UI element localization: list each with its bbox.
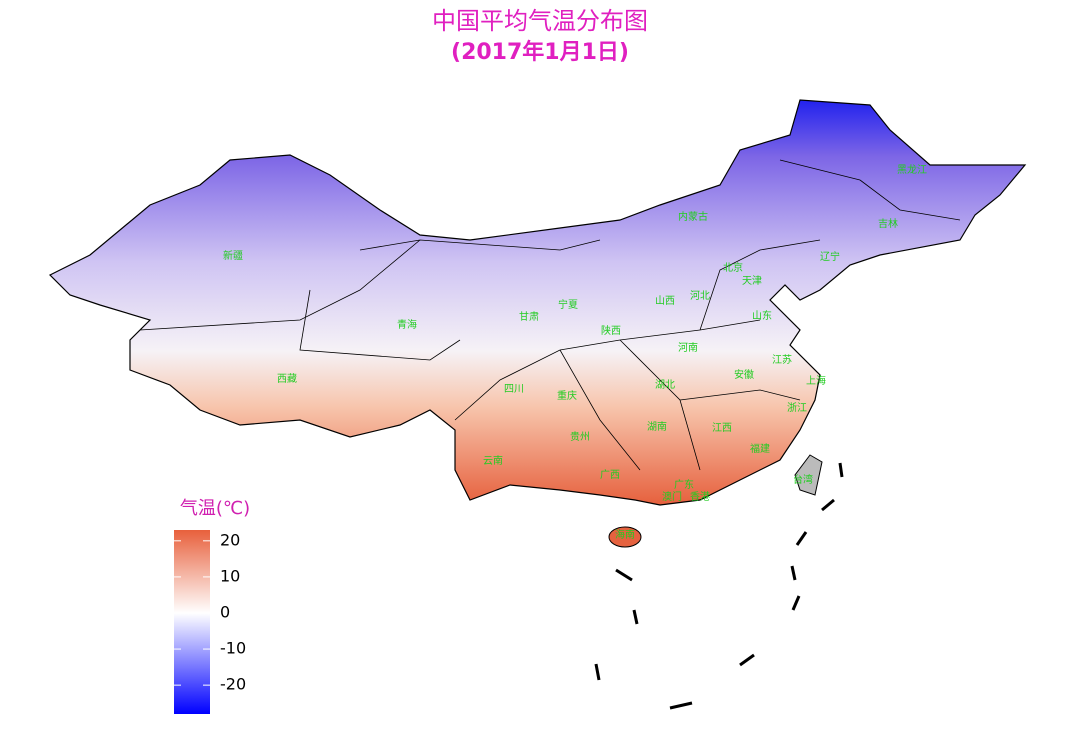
hainan <box>608 526 642 548</box>
province-label: 北京 <box>723 261 743 274</box>
province-label: 吉林 <box>878 217 898 230</box>
province-label: 香港 <box>690 491 710 503</box>
province-label: 宁夏 <box>558 298 578 311</box>
province-label: 湖南 <box>647 420 667 433</box>
province-label: 澳门 <box>662 490 682 503</box>
china-outline <box>48 99 1027 506</box>
province-label: 天津 <box>742 275 762 287</box>
province-label: 湖北 <box>655 379 675 391</box>
province-label: 甘肃 <box>519 310 539 323</box>
colorbar-tick-label: -10 <box>220 639 246 658</box>
province-label: 上海 <box>806 374 826 387</box>
subtitle: (2017年1月1日) <box>451 39 629 65</box>
province-label: 江苏 <box>772 353 792 366</box>
colorbar-tick-label: -20 <box>220 675 246 694</box>
province-label: 河南 <box>678 341 698 354</box>
province-label: 台湾 <box>793 473 813 486</box>
province-label: 新疆 <box>223 249 243 262</box>
mainland <box>48 99 1027 548</box>
province-label: 陕西 <box>601 324 621 337</box>
colorbar <box>174 530 210 714</box>
province-label: 重庆 <box>557 389 577 402</box>
province-label: 广西 <box>600 469 620 481</box>
taiwan <box>794 454 823 496</box>
province-label: 四川 <box>504 384 524 395</box>
province-label: 辽宁 <box>820 250 840 263</box>
province-label: 山西 <box>655 295 675 307</box>
province-label: 海南 <box>615 528 635 541</box>
province-borders <box>139 159 961 471</box>
province-label: 福建 <box>750 442 770 455</box>
province-label: 西藏 <box>277 373 297 385</box>
province-label: 内蒙古 <box>678 210 708 223</box>
legend-title: 气温(℃) <box>180 498 250 519</box>
province-label: 安徽 <box>734 368 754 381</box>
nine-dash-line <box>594 462 844 710</box>
province-label: 青海 <box>397 318 417 331</box>
province-label: 贵州 <box>570 430 590 443</box>
province-label: 山东 <box>752 309 772 322</box>
colorbar-tick-label: 20 <box>220 530 240 549</box>
province-label: 浙江 <box>787 402 807 414</box>
province-label: 云南 <box>483 454 503 467</box>
province-label: 广东 <box>674 478 694 491</box>
province-label: 河北 <box>690 290 710 302</box>
title: 中国平均气温分布图 <box>432 7 648 35</box>
province-label: 黑龙江 <box>897 163 927 176</box>
colorbar-tick-label: 0 <box>220 602 230 621</box>
province-label: 江西 <box>712 422 732 434</box>
colorbar-tick-label: 10 <box>220 566 240 585</box>
